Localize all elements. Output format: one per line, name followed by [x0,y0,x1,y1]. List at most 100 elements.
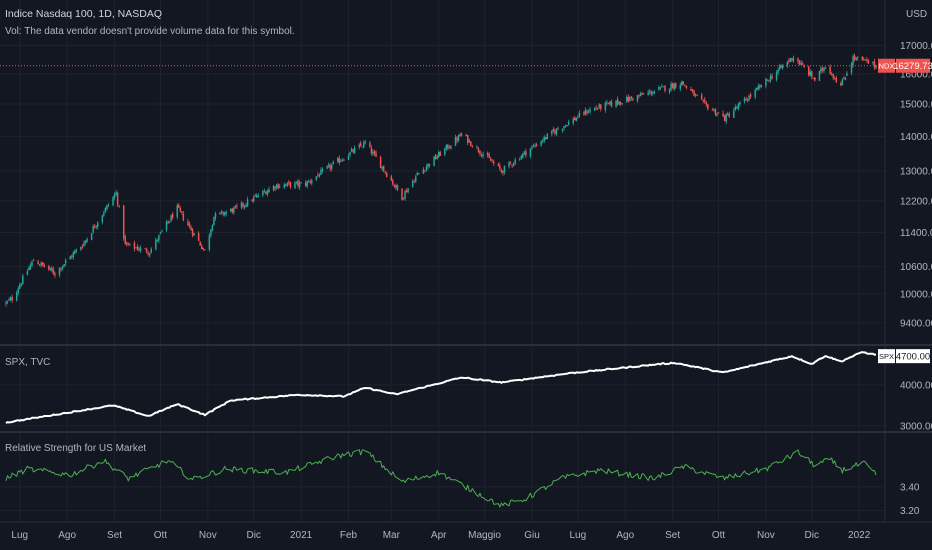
candle[interactable] [809,69,811,77]
candle[interactable] [230,207,232,213]
candle[interactable] [488,152,490,159]
candle[interactable] [746,97,749,103]
candle[interactable] [630,95,633,101]
candle[interactable] [674,82,677,89]
candle[interactable] [503,165,506,175]
candle[interactable] [589,106,591,115]
candle[interactable] [266,189,269,197]
candle[interactable] [801,61,804,65]
candle[interactable] [450,144,452,150]
candle[interactable] [529,147,532,159]
candle[interactable] [231,207,234,214]
candle[interactable] [43,263,45,268]
candle[interactable] [872,61,874,65]
candle[interactable] [437,150,440,158]
candle[interactable] [456,135,458,144]
candle[interactable] [181,211,183,215]
candle[interactable] [208,233,211,252]
candle[interactable] [129,243,131,247]
candle[interactable] [63,264,65,268]
candle[interactable] [135,247,137,249]
candle[interactable] [476,144,478,150]
candle[interactable] [95,224,97,230]
candle[interactable] [567,119,570,126]
candle[interactable] [101,214,104,225]
candle[interactable] [148,252,151,258]
candle[interactable] [659,86,662,90]
rs-series[interactable] [5,449,877,508]
candle[interactable] [332,160,334,165]
candle[interactable] [564,124,567,128]
candle[interactable] [104,207,107,213]
candle[interactable] [470,140,472,147]
candle[interactable] [197,231,200,242]
candle[interactable] [147,250,149,257]
candle[interactable] [165,220,168,233]
candle[interactable] [737,102,740,111]
candle[interactable] [318,173,321,178]
candle[interactable] [234,204,237,209]
candle[interactable] [829,64,831,75]
candle[interactable] [636,94,639,103]
candle[interactable] [584,107,587,116]
candle[interactable] [618,101,620,106]
candle[interactable] [289,181,292,189]
candle[interactable] [525,148,527,158]
candle[interactable] [682,81,685,86]
candle[interactable] [341,158,344,162]
candle[interactable] [650,89,652,97]
candle[interactable] [202,247,204,251]
candle[interactable] [167,219,169,225]
candle[interactable] [418,172,420,175]
candle[interactable] [818,70,821,81]
candle[interactable] [405,188,408,193]
candle[interactable] [6,300,9,305]
candle[interactable] [725,112,727,125]
candle[interactable] [639,91,642,97]
candle[interactable] [499,162,501,172]
candle[interactable] [600,104,602,112]
candle[interactable] [632,97,634,102]
candle[interactable] [824,66,827,69]
candle[interactable] [84,240,87,246]
candle[interactable] [407,188,409,194]
candle[interactable] [71,254,73,259]
candle[interactable] [64,258,67,266]
candle[interactable] [638,94,640,99]
candle[interactable] [760,84,763,88]
candle[interactable] [728,111,730,118]
candle[interactable] [749,92,752,99]
candle[interactable] [489,156,492,162]
candle[interactable] [792,55,795,63]
candle[interactable] [844,76,847,81]
candle[interactable] [555,128,558,137]
candle[interactable] [572,117,575,126]
candle[interactable] [705,101,708,107]
candle[interactable] [40,261,42,268]
candle[interactable] [9,296,12,302]
candle[interactable] [700,92,703,100]
candle[interactable] [616,96,619,106]
candle[interactable] [864,59,867,61]
candle[interactable] [563,126,565,131]
candle[interactable] [574,115,576,121]
candle[interactable] [479,150,481,157]
candle[interactable] [48,265,50,271]
candle[interactable] [381,166,383,172]
candle[interactable] [285,183,287,187]
candle[interactable] [96,221,99,230]
candle[interactable] [535,142,538,147]
candle[interactable] [690,86,692,92]
candle[interactable] [445,144,448,151]
candle[interactable] [38,263,41,266]
candle[interactable] [759,83,761,90]
candle[interactable] [294,180,296,190]
candle[interactable] [855,56,857,61]
candle[interactable] [604,101,607,113]
candle[interactable] [37,259,39,265]
candle[interactable] [144,247,146,250]
candle[interactable] [373,149,376,157]
candle[interactable] [754,87,756,100]
spx-series[interactable] [5,351,877,425]
candle[interactable] [402,197,405,200]
